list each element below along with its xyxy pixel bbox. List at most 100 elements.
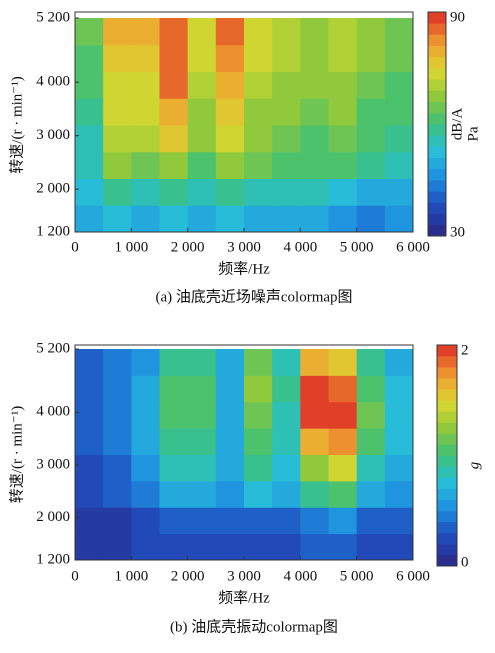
heat-cell [272,71,301,99]
heat-cell [300,454,329,482]
heat-cell [328,454,358,482]
heat-cell [159,401,189,429]
heat-cell [215,125,245,153]
x-tick-label: 4 000 [283,568,317,584]
colorbar-step [428,112,446,125]
heat-cell [187,375,217,403]
x-tick-label: 6 000 [396,239,430,255]
y-tick-label: 2 000 [36,181,70,197]
heat-cell [384,18,414,46]
colorbar-step [428,191,446,203]
y-tick-label: 1 200 [36,223,70,239]
heat-cell [244,71,273,99]
heat-cell [103,375,132,403]
colorbar-step [428,34,446,46]
heat-cell [215,205,245,233]
heat-cell [244,178,273,206]
heat-cell [272,18,301,46]
colorbar-step [437,378,457,390]
heat-cell [215,178,245,206]
heat-cell [215,401,245,429]
heat-cell [103,44,132,72]
heat-cell [75,125,104,153]
colorbar-step [428,213,446,226]
heat-cell [75,71,104,99]
heat-cell [244,375,273,403]
colorbar-step [437,455,457,467]
colorbar-step [428,168,446,181]
heat-cell [328,349,358,376]
heat-cell [187,151,217,179]
heat-cell [215,349,245,376]
heat-cell [272,454,301,482]
heat-cell [272,44,301,72]
heat-cell [159,507,189,535]
heat-cell [328,18,358,46]
heat-cell [328,178,358,206]
y-tick-label: 4 000 [36,404,70,420]
heat-cell [131,125,160,153]
heat-cell [75,533,104,561]
heat-cell [215,507,245,535]
heat-cell [75,375,104,403]
heat-cell [328,375,358,403]
heat-cell [103,178,132,206]
heat-cell [300,44,329,72]
heat-cell [300,125,329,153]
heat-cell [131,205,160,233]
heat-cell [187,125,217,153]
heat-cell [103,98,132,126]
x-tick-label: 0 [71,568,79,584]
colorbar-step [437,433,457,445]
heat-cell [75,480,104,508]
heat-cell [215,71,245,99]
heat-cell [384,125,414,153]
heat-cell [300,428,329,455]
heat-cell [244,125,273,153]
heat-cell [131,71,160,99]
heat-cell [356,98,386,126]
y-tick-label: 3 000 [36,456,70,472]
x-tick-label: 4 000 [283,239,317,255]
colorbar-frame [427,11,447,237]
heat-cell [244,151,273,179]
heat-cell [272,98,301,126]
heat-cell [215,454,245,482]
x-tick-label: 1 000 [114,239,148,255]
heat-cell [75,151,104,179]
heat-cell [103,205,132,233]
heat-cell [244,454,273,482]
colorbar-step [428,157,446,170]
heat-cell [244,401,273,429]
colorbar-step [437,510,457,523]
heat-cell [328,205,358,233]
heat-cell [328,44,358,72]
heat-cell [272,533,301,561]
heat-cell [384,454,414,482]
y-tick-label: 3 000 [36,127,70,143]
heat-cell [187,18,217,46]
heat-cell [159,178,189,206]
heat-cell [159,480,189,508]
heat-cell [103,125,132,153]
heat-cell [384,349,414,376]
heat-cell [356,533,386,561]
colorbar-label: g [466,461,482,469]
colorbar-step [437,488,457,501]
colorbar-step [437,367,457,379]
heat-cell [131,507,160,535]
heat-cell [328,98,358,126]
heat-cell [244,44,273,72]
x-tick-label: 2 000 [171,568,205,584]
heat-cell [131,533,160,561]
heat-cell [272,349,301,376]
heat-cell [384,44,414,72]
heat-cell [384,507,414,535]
colorbar-tick-label: 0 [461,554,469,570]
heat-cell [356,507,386,535]
colorbar-step [437,345,457,357]
colorbar-step [437,422,457,434]
heat-cell [187,428,217,455]
heat-cell [75,44,104,72]
